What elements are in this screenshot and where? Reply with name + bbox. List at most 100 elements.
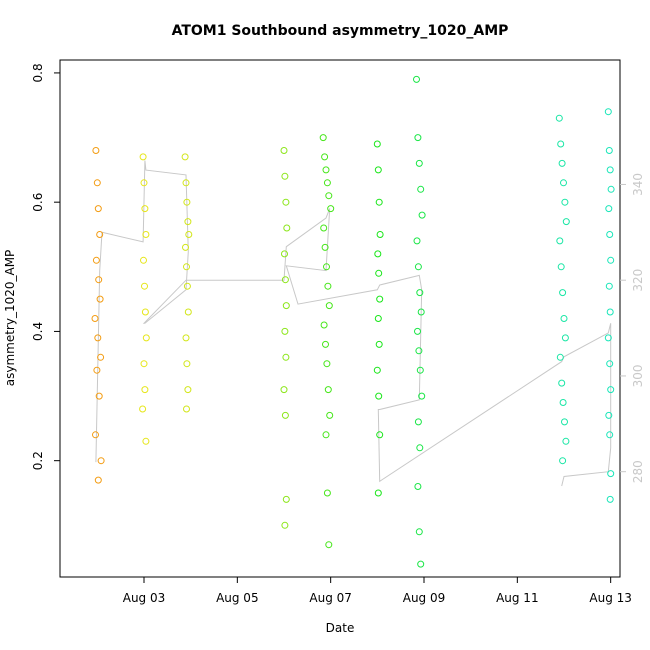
data-point bbox=[604, 108, 612, 116]
data-point bbox=[562, 218, 570, 226]
series-2 bbox=[181, 153, 193, 413]
data-point bbox=[558, 159, 566, 167]
data-point bbox=[92, 256, 100, 264]
data-point bbox=[557, 263, 565, 271]
data-point bbox=[280, 147, 288, 154]
data-point bbox=[374, 250, 382, 258]
data-point bbox=[140, 179, 148, 187]
y-axis-left: 0.2 0.4 0.6 0.8 bbox=[31, 63, 60, 470]
data-point bbox=[557, 140, 565, 148]
data-point bbox=[415, 159, 423, 167]
data-point bbox=[320, 321, 328, 329]
data-point bbox=[281, 521, 289, 529]
data-point bbox=[606, 231, 614, 238]
data-point bbox=[94, 334, 102, 342]
data-point bbox=[323, 360, 331, 368]
data-point bbox=[374, 489, 382, 497]
x-tick-label: Aug 09 bbox=[403, 591, 446, 605]
data-point bbox=[606, 166, 614, 174]
data-point bbox=[556, 353, 564, 361]
series-0 bbox=[91, 147, 105, 484]
data-point bbox=[325, 541, 333, 549]
data-point bbox=[283, 224, 291, 232]
data-point bbox=[142, 437, 150, 445]
data-point bbox=[322, 431, 330, 439]
data-point bbox=[373, 366, 381, 374]
data-point bbox=[141, 386, 149, 394]
x-axis-label: Date bbox=[326, 621, 355, 635]
series-5 bbox=[373, 140, 384, 497]
data-point bbox=[326, 411, 334, 419]
data-point bbox=[93, 366, 101, 374]
y-right-tick-label: 300 bbox=[631, 364, 645, 387]
data-point bbox=[561, 198, 569, 206]
data-point bbox=[414, 418, 422, 426]
data-point bbox=[282, 302, 290, 310]
data-point bbox=[323, 179, 331, 187]
series-1 bbox=[139, 153, 150, 445]
data-point bbox=[282, 198, 290, 206]
data-point bbox=[374, 315, 382, 322]
data-point bbox=[376, 295, 384, 303]
data-point bbox=[417, 308, 425, 316]
data-point bbox=[604, 334, 612, 342]
y-tick-label: 0.2 bbox=[31, 451, 45, 470]
data-point bbox=[97, 457, 105, 465]
data-point bbox=[141, 282, 148, 290]
data-point bbox=[559, 289, 567, 297]
x-tick-label: Aug 03 bbox=[123, 591, 166, 605]
series-3 bbox=[280, 147, 291, 529]
data-point bbox=[139, 405, 147, 413]
data-point bbox=[413, 75, 420, 83]
series-6 bbox=[413, 75, 426, 568]
secondary-trace-0 bbox=[95, 160, 612, 487]
data-point bbox=[281, 250, 288, 258]
data-point bbox=[281, 411, 289, 419]
x-tick-label: Aug 05 bbox=[216, 591, 259, 605]
data-point bbox=[556, 237, 564, 245]
series-7 bbox=[555, 114, 570, 465]
data-point bbox=[142, 334, 150, 342]
data-point bbox=[414, 327, 421, 335]
data-point bbox=[281, 172, 289, 180]
data-point bbox=[183, 263, 190, 271]
y-axis-right: 280 300 320 340 bbox=[620, 173, 645, 483]
y-right-tick-label: 340 bbox=[631, 173, 645, 196]
data-point bbox=[375, 340, 383, 348]
data-point bbox=[92, 147, 100, 154]
series-8 bbox=[604, 108, 615, 503]
data-point bbox=[182, 334, 190, 342]
data-point bbox=[605, 205, 613, 213]
data-point bbox=[605, 282, 613, 290]
data-point bbox=[95, 392, 103, 400]
data-point bbox=[282, 353, 290, 361]
data-point bbox=[97, 353, 105, 361]
data-point bbox=[606, 495, 614, 503]
data-point bbox=[141, 205, 149, 213]
data-point bbox=[605, 411, 613, 419]
x-tick-label: Aug 11 bbox=[496, 591, 539, 605]
data-point bbox=[562, 437, 570, 445]
data-point bbox=[95, 276, 103, 284]
data-point bbox=[142, 231, 150, 238]
data-point bbox=[414, 483, 422, 490]
data-point bbox=[415, 347, 423, 355]
data-point bbox=[96, 295, 104, 303]
data-point bbox=[417, 185, 425, 193]
data-point bbox=[183, 198, 191, 206]
x-tick-label: Aug 13 bbox=[589, 591, 632, 605]
data-point bbox=[96, 231, 104, 238]
chart-title: ATOM1 Southbound asymmetry_1020_AMP bbox=[172, 23, 509, 39]
data-point bbox=[322, 166, 330, 174]
data-point bbox=[606, 308, 614, 316]
data-point bbox=[281, 276, 289, 284]
secondary-trace-layer bbox=[95, 160, 612, 487]
y-tick-label: 0.4 bbox=[31, 322, 45, 341]
data-point bbox=[94, 476, 102, 484]
data-point bbox=[325, 192, 333, 200]
data-point bbox=[184, 308, 192, 316]
data-point bbox=[319, 134, 327, 142]
data-point bbox=[416, 289, 424, 297]
data-point bbox=[558, 379, 566, 387]
